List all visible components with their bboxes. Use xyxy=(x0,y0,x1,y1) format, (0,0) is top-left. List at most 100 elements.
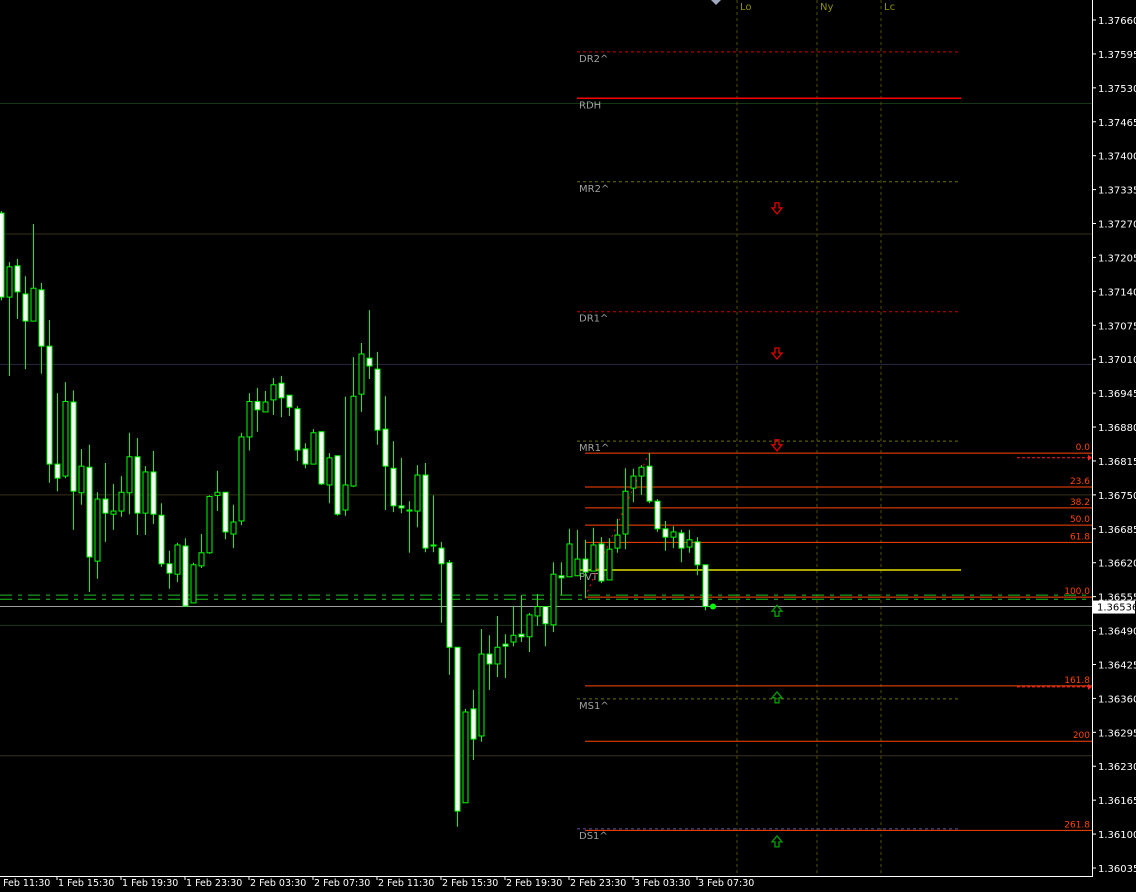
candle-body xyxy=(78,465,85,494)
arrow-down-icon xyxy=(770,202,784,215)
x-tick-label: 1 Feb 23:30 xyxy=(186,878,242,889)
candle xyxy=(358,343,365,412)
candle-body xyxy=(86,466,93,558)
candle-body xyxy=(126,456,133,494)
candle-body xyxy=(286,394,293,408)
x-tick-label: 2 Feb 23:30 xyxy=(570,878,626,889)
candle xyxy=(230,504,237,549)
x-tick-label: 2 Feb 15:30 xyxy=(442,878,498,889)
fib-level-label: 161.8 xyxy=(1064,676,1090,686)
signal-arrows xyxy=(770,202,784,848)
candle xyxy=(278,375,285,418)
candle-body xyxy=(134,456,141,514)
candle xyxy=(502,634,509,679)
candle xyxy=(150,451,157,525)
candle-body xyxy=(630,475,637,489)
candle xyxy=(294,406,301,461)
candle xyxy=(582,539,589,599)
candle xyxy=(158,503,165,567)
candle-body xyxy=(342,484,349,511)
candle-body xyxy=(206,495,213,554)
candle xyxy=(646,453,653,504)
candle xyxy=(494,615,501,678)
candle-body xyxy=(686,539,693,548)
candle-body xyxy=(334,455,341,515)
y-tick-label: 1.36035 xyxy=(1098,864,1136,875)
time-axis-bg xyxy=(0,876,1092,892)
candle xyxy=(102,463,109,542)
candle xyxy=(174,542,181,583)
candle-body xyxy=(102,498,109,514)
candle xyxy=(510,606,517,647)
candle xyxy=(46,320,53,483)
time-axis[interactable]: 1 Feb 11:30 1 Feb 15:30 1 Feb 19:30 1 Feb 2… xyxy=(0,876,1093,892)
candle xyxy=(326,453,333,504)
candle xyxy=(54,393,61,492)
candle-body xyxy=(142,471,149,514)
y-tick-label: 1.36360 xyxy=(1098,694,1136,705)
candle xyxy=(438,541,445,623)
candle-body xyxy=(118,491,125,512)
candle xyxy=(22,276,29,370)
x-tick-label: 1 Feb 15:30 xyxy=(58,878,114,889)
candle xyxy=(310,429,317,465)
candle-body xyxy=(70,401,77,492)
candle xyxy=(574,529,581,577)
fib-level-label: 23.6 xyxy=(1070,477,1090,487)
marker-diamond-icon xyxy=(711,0,721,5)
y-tick-label: 1.37205 xyxy=(1098,253,1136,264)
candle xyxy=(638,465,645,495)
candle xyxy=(486,635,493,691)
candle-body xyxy=(406,509,413,512)
x-tick-label: 3 Feb 03:30 xyxy=(634,878,690,889)
candle-body xyxy=(582,558,589,573)
candle-body xyxy=(662,528,669,538)
fib-level-label: 100.0 xyxy=(1064,587,1090,597)
candle-body xyxy=(310,432,317,465)
fib-level-label: 200 xyxy=(1073,731,1090,741)
candle-body xyxy=(598,543,605,582)
candle xyxy=(110,483,117,530)
candle xyxy=(198,534,205,568)
candle-body xyxy=(478,653,485,737)
candle xyxy=(550,562,557,633)
arrow-up-icon xyxy=(770,690,784,704)
candle-body xyxy=(430,544,437,547)
y-tick-label: 1.36685 xyxy=(1098,525,1136,536)
candle-body xyxy=(462,711,469,804)
candle xyxy=(14,259,21,320)
pivot-label: MR2^ xyxy=(579,184,609,195)
candle xyxy=(622,468,629,550)
y-tick-label: 1.37270 xyxy=(1098,220,1136,231)
candle-body xyxy=(470,708,477,740)
candle-body xyxy=(222,491,229,533)
session-lines: Lo Ny Lc xyxy=(711,0,895,876)
candle xyxy=(166,550,173,589)
price-axis-bg xyxy=(1092,0,1136,892)
fibonacci-retracement[interactable]: 0.0 23.6 38.2 50.0 61.8 100.0 161.8 200 261.8 xyxy=(584,443,1092,831)
candle-body xyxy=(638,466,645,477)
candle xyxy=(422,463,429,553)
pivot-label: DR2^ xyxy=(579,54,608,65)
candle xyxy=(374,351,381,445)
current-price-badge xyxy=(1093,600,1135,614)
current-price-dot xyxy=(710,603,716,610)
candle-body xyxy=(622,490,629,535)
y-tick-label: 1.36230 xyxy=(1098,762,1136,773)
candle xyxy=(478,628,485,742)
candle xyxy=(390,441,397,513)
pivot-label: MR1^ xyxy=(579,443,609,454)
candle xyxy=(246,393,253,451)
candle-body xyxy=(198,552,205,567)
y-tick-label: 1.37140 xyxy=(1098,287,1136,298)
candle-body xyxy=(614,534,621,549)
price-axis[interactable]: 1.37660 1.37595 1.37530 1.37465 1.37400 1.373… xyxy=(1092,0,1136,892)
candle xyxy=(126,432,133,515)
candle-body xyxy=(558,575,565,579)
round-level-lines xyxy=(0,102,1092,757)
candle xyxy=(262,391,269,413)
fib-level-label: 38.2 xyxy=(1070,498,1090,508)
y-tick-label: 1.36100 xyxy=(1098,830,1136,841)
candle-body xyxy=(278,382,285,399)
